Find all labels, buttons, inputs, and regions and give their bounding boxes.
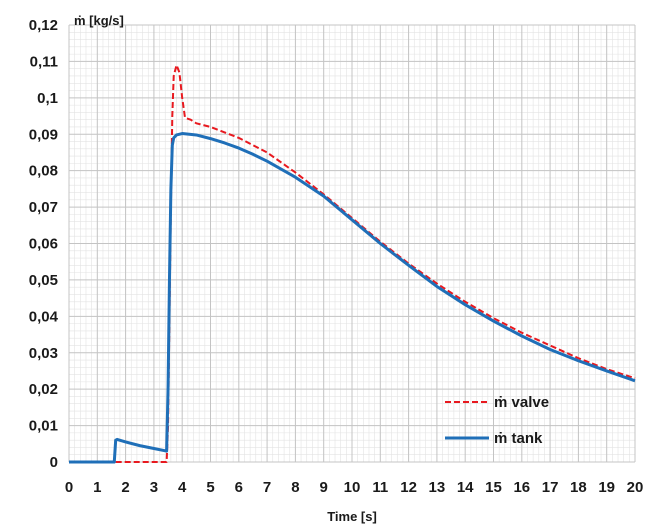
major-gridlines bbox=[68, 24, 636, 463]
x-tick-label: 0 bbox=[65, 479, 73, 496]
series-layer bbox=[69, 64, 636, 464]
y-axis-tick-labels: 0 0,01 0,02 0,03 0,04 0,05 0,06 0,07 0,08 0,09 0,1… bbox=[29, 17, 59, 471]
x-tick-label: 1 bbox=[93, 479, 101, 496]
y-tick-label: 0,09 bbox=[29, 126, 58, 143]
legend-label-tank: ṁ tank bbox=[494, 430, 543, 447]
y-tick-label: 0,07 bbox=[29, 199, 58, 216]
x-axis-tick-labels: 0 1 2 3 4 5 6 7 8 9 10 11 12 13 14 15 16 17 18 19 20 bbox=[65, 479, 644, 496]
x-tick-label: 10 bbox=[344, 479, 361, 496]
y-tick-label: 0,02 bbox=[29, 381, 58, 398]
x-tick-label: 11 bbox=[372, 479, 388, 496]
x-tick-label: 18 bbox=[570, 479, 587, 496]
y-tick-label: 0,06 bbox=[29, 236, 58, 253]
y-tick-label: 0 bbox=[50, 454, 58, 471]
legend-label-valve: ṁ valve bbox=[494, 394, 549, 411]
y-tick-label: 0,11 bbox=[30, 53, 58, 70]
series-line-tank bbox=[69, 132, 636, 464]
x-tick-label: 12 bbox=[400, 479, 417, 496]
x-tick-label: 20 bbox=[627, 479, 644, 496]
y-axis-title: ṁ [kg/s] bbox=[74, 13, 124, 28]
x-tick-label: 19 bbox=[598, 479, 615, 496]
x-tick-label: 3 bbox=[150, 479, 158, 496]
y-tick-label: 0,01 bbox=[29, 418, 58, 435]
x-tick-label: 7 bbox=[263, 479, 271, 496]
y-tick-label: 0,05 bbox=[29, 272, 58, 289]
x-tick-label: 9 bbox=[320, 479, 328, 496]
x-tick-label: 15 bbox=[485, 479, 502, 496]
x-tick-label: 6 bbox=[235, 479, 243, 496]
y-tick-label: 0,1 bbox=[37, 90, 58, 107]
x-axis-title: Time [s] bbox=[327, 509, 377, 524]
y-tick-label: 0,12 bbox=[29, 17, 58, 34]
x-tick-label: 16 bbox=[513, 479, 530, 496]
y-tick-label: 0,04 bbox=[29, 308, 59, 325]
x-tick-label: 17 bbox=[542, 479, 559, 496]
x-tick-label: 14 bbox=[457, 479, 474, 496]
y-tick-label: 0,08 bbox=[29, 163, 58, 180]
x-tick-label: 5 bbox=[206, 479, 214, 496]
x-tick-label: 2 bbox=[121, 479, 129, 496]
series-line-valve bbox=[115, 64, 636, 463]
y-tick-label: 0,03 bbox=[29, 345, 58, 362]
legend: ṁ valve ṁ tank bbox=[445, 394, 549, 447]
x-tick-label: 8 bbox=[291, 479, 299, 496]
x-tick-label: 13 bbox=[429, 479, 446, 496]
x-tick-label: 4 bbox=[178, 479, 187, 496]
